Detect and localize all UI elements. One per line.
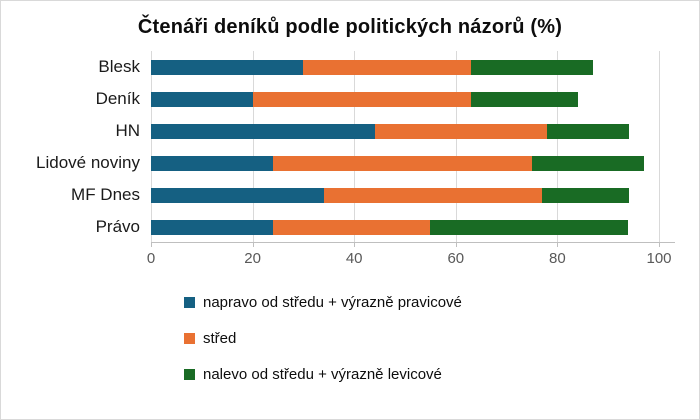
stacked-bar — [151, 219, 629, 235]
bar-segment — [303, 59, 472, 75]
bar-segment — [531, 155, 644, 171]
bar-row — [151, 51, 675, 83]
stacked-bar — [151, 59, 593, 75]
tick-mark — [455, 243, 457, 247]
stacked-bar — [151, 187, 629, 203]
tick-label: 0 — [146, 250, 156, 267]
bar-segment — [151, 187, 324, 203]
category-label: HN — [115, 121, 140, 140]
bar-segment — [430, 219, 629, 235]
legend-label: střed — [203, 330, 237, 347]
bar-segment — [151, 59, 304, 75]
bar-segment — [272, 219, 431, 235]
gridline — [557, 51, 559, 242]
gridline — [151, 51, 152, 242]
tick-mark — [557, 243, 559, 247]
bar-segment — [374, 123, 548, 139]
legend: napravo od středu + výrazně pravicové stř… — [184, 293, 699, 384]
bar-segment — [151, 123, 375, 139]
bar-segment — [323, 187, 543, 203]
tick-label: 60 — [447, 250, 465, 267]
gridline — [354, 51, 356, 242]
value-axis: 0 20 40 60 80 100 — [147, 243, 675, 273]
legend-item: střed — [184, 329, 699, 348]
legend-swatch — [184, 333, 195, 344]
bar-segment — [471, 59, 593, 75]
gridline — [455, 51, 457, 242]
bar-segment — [151, 91, 253, 107]
tick-mark — [151, 243, 152, 247]
bar-segment — [151, 219, 273, 235]
plot-area — [151, 51, 675, 243]
stacked-bar — [151, 91, 578, 107]
category-label: MF Dnes — [71, 185, 140, 204]
tick-mark — [354, 243, 356, 247]
bar-segment — [252, 91, 472, 107]
legend-swatch — [184, 369, 195, 380]
bar-segment — [471, 91, 578, 107]
bar-segment — [542, 187, 629, 203]
gridline — [659, 51, 660, 242]
tick-label: 80 — [549, 250, 566, 267]
bar-row — [151, 211, 675, 243]
legend-swatch — [184, 297, 195, 308]
tick-label: 100 — [646, 250, 672, 267]
gridline — [252, 51, 254, 242]
category-label: Blesk — [98, 57, 140, 76]
bar-row — [151, 83, 675, 115]
bar-row — [151, 147, 675, 179]
category-label: Právo — [95, 217, 140, 236]
category-label: Deník — [95, 89, 140, 108]
chart-title: Čtenáři deníků podle politických názorů … — [137, 16, 563, 38]
bar-segment — [151, 155, 273, 171]
bar-row — [151, 179, 675, 211]
tick-label: 20 — [244, 250, 261, 267]
category-axis: Blesk Deník HN Lidové noviny MF Dnes Právo — [1, 51, 151, 243]
tick-label: 40 — [345, 250, 363, 267]
category-label: Lidové noviny — [36, 153, 140, 172]
plot-region: Blesk Deník HN Lidové noviny MF Dnes Právo — [1, 51, 699, 243]
legend-item: nalevo od středu + výrazně levicové — [184, 365, 699, 384]
bar-row — [151, 115, 675, 147]
bar-segment — [547, 123, 629, 139]
legend-label: nalevo od středu + výrazně levicové — [203, 366, 442, 383]
bar-segment — [272, 155, 532, 171]
tick-mark — [252, 243, 254, 247]
stacked-bar — [151, 123, 629, 139]
tick-mark — [659, 243, 660, 247]
legend-label: napravo od středu + výrazně pravicové — [203, 294, 462, 311]
stacked-bar — [151, 155, 644, 171]
legend-item: napravo od středu + výrazně pravicové — [184, 293, 699, 312]
